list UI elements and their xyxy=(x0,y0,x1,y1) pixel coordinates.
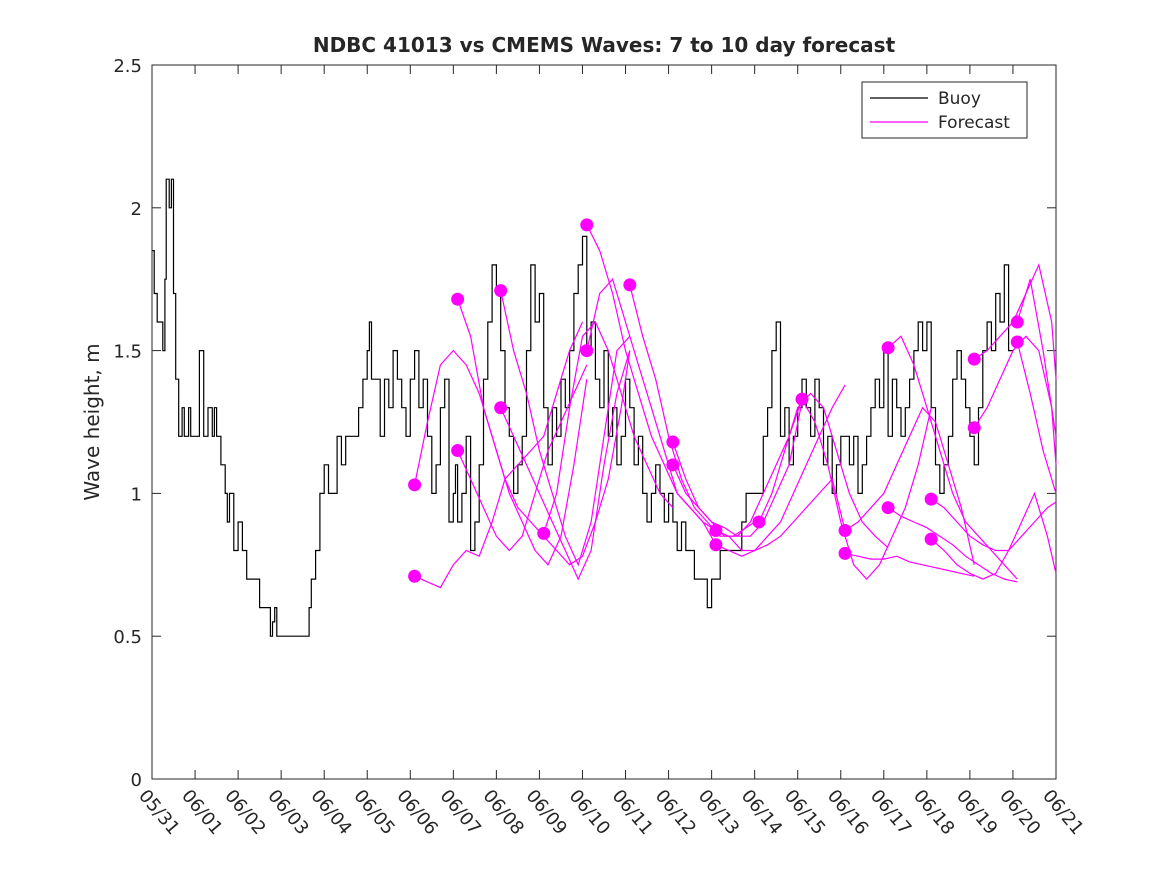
forecast-start-point xyxy=(580,344,594,358)
forecast-series-line xyxy=(887,335,1018,580)
chart-title: NDBC 41013 vs CMEMS Waves: 7 to 10 day f… xyxy=(313,33,896,57)
forecast-series-line xyxy=(672,401,803,537)
y-tick-label: 1.5 xyxy=(113,342,142,363)
forecast-series-line xyxy=(758,392,889,549)
legend-box xyxy=(861,81,1028,139)
forecast-start-point xyxy=(881,501,895,515)
y-tick-label: 2.5 xyxy=(113,56,142,77)
forecast-start-point xyxy=(408,569,422,583)
plot-area: 00.511.522.505/3106/0106/0206/0306/0406/… xyxy=(113,56,1087,839)
y-tick-label: 0.5 xyxy=(113,627,142,648)
forecast-series-line xyxy=(930,498,1057,552)
forecast-start-point xyxy=(709,538,723,552)
forecast-series-line xyxy=(586,278,717,546)
forecast-start-point xyxy=(666,458,680,472)
forecast-start-point xyxy=(494,284,508,298)
forecast-start-point xyxy=(838,546,852,560)
forecast-start-point xyxy=(580,218,594,232)
forecast-series-line xyxy=(844,552,975,577)
forecast-start-point xyxy=(924,492,938,506)
forecast-series-line xyxy=(844,406,975,565)
forecast-start-point xyxy=(838,524,852,538)
y-axis-label: Wave height, m xyxy=(80,343,104,500)
forecast-start-point xyxy=(494,401,508,415)
forecast-start-point xyxy=(408,478,422,492)
legend-label: Buoy xyxy=(938,89,981,109)
forecast-start-point xyxy=(1010,315,1024,329)
forecast-series-line xyxy=(457,299,588,566)
forecast-start-point xyxy=(752,515,766,529)
y-tick-label: 0 xyxy=(131,770,142,791)
forecast-series-line xyxy=(1016,279,1057,437)
forecast-series-line xyxy=(973,263,1057,380)
forecast-start-point xyxy=(924,532,938,546)
forecast-start-point xyxy=(451,444,465,458)
forecast-series-line xyxy=(500,350,631,581)
forecast-start-point xyxy=(666,435,680,449)
forecast-series-line xyxy=(629,284,760,537)
forecast-series-line xyxy=(715,477,846,552)
forecast-series-line xyxy=(1016,341,1057,494)
legend: Buoy Forecast xyxy=(861,81,1028,139)
forecast-series-line xyxy=(500,290,631,567)
legend-label: Forecast xyxy=(938,113,1010,133)
forecast-series-line xyxy=(414,321,584,589)
forecast-series-line xyxy=(887,507,1018,583)
forecast-start-point xyxy=(623,278,637,292)
y-tick-label: 1 xyxy=(131,484,142,505)
forecast-series-line xyxy=(414,349,631,566)
buoy-series-line xyxy=(152,178,1013,637)
forecast-start-point xyxy=(709,524,723,538)
y-tick-label: 2 xyxy=(131,199,142,220)
forecast-series-line xyxy=(801,398,932,580)
axes-box xyxy=(151,64,1057,780)
forecast-start-point xyxy=(967,421,981,435)
forecast-series-line xyxy=(715,384,846,557)
forecast-series-line xyxy=(543,320,674,534)
forecast-start-point xyxy=(451,292,465,306)
forecast-series-line xyxy=(930,491,1057,580)
forecast-start-point xyxy=(537,526,551,540)
forecast-start-point xyxy=(1010,335,1024,349)
forecast-start-point xyxy=(967,352,981,366)
forecast-start-point xyxy=(795,392,809,406)
forecast-series-line xyxy=(457,364,588,552)
forecast-start-point xyxy=(881,341,895,355)
